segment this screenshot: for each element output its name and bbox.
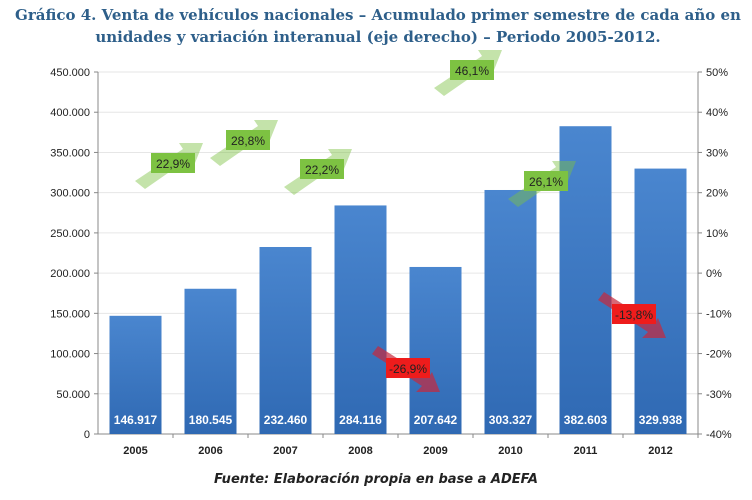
bar-2009: [409, 266, 462, 434]
data-label: 207.642: [414, 413, 458, 427]
y2-tick-label: -30%: [706, 389, 732, 401]
y2-tick-label: 20%: [706, 188, 728, 200]
variation-label: -13,8%: [615, 308, 653, 322]
chart-title: Gráfico 4. Venta de vehículos nacionales…: [15, 6, 741, 46]
y-tick-label: 100.000: [50, 349, 90, 361]
data-label: 284.116: [339, 413, 382, 427]
bar-2006: [184, 288, 237, 434]
variation-annotation-2011: 26,1%: [508, 161, 576, 207]
x-tick-label: 2007: [273, 445, 297, 457]
y-tick-label: 200.000: [50, 268, 90, 280]
x-tick-label: 2008: [348, 445, 372, 457]
bar-2012: [634, 168, 687, 435]
y-tick-label: 300.000: [50, 188, 90, 200]
bar-2011: [559, 126, 612, 435]
data-label: 303.327: [489, 413, 533, 427]
variation-label: 28,8%: [231, 134, 265, 148]
bar-2007: [259, 246, 312, 434]
y-tick-label: 150.000: [50, 308, 90, 320]
x-tick-label: 2010: [498, 445, 522, 457]
y-tick-label: 250.000: [50, 228, 90, 240]
y2-tick-label: 50%: [706, 67, 728, 79]
data-label: 146.917: [114, 413, 158, 427]
variation-annotation-2007: 28,8%: [210, 120, 278, 166]
y2-tick-label: -20%: [706, 349, 732, 361]
variation-label: 46,1%: [455, 64, 489, 78]
variation-annotation-2008: 22,2%: [284, 149, 352, 195]
x-tick-label: 2005: [123, 445, 147, 457]
y2-tick-label: 40%: [706, 107, 728, 119]
bar-2005: [109, 315, 162, 434]
variation-label: 22,9%: [156, 157, 190, 171]
bar-2008: [334, 205, 387, 434]
x-tick-label: 2012: [648, 445, 672, 457]
variation-label: -26,9%: [389, 362, 427, 376]
variation-annotation-2010: 46,1%: [434, 50, 502, 96]
data-label: 382.603: [564, 413, 608, 427]
x-tick-label: 2009: [423, 445, 447, 457]
data-label: 180.545: [189, 413, 233, 427]
variation-annotation-2012: -13,8%: [598, 292, 666, 338]
y-tick-label: 400.000: [50, 107, 90, 119]
data-label: 232.460: [264, 413, 308, 427]
chart-source: Fuente: Elaboración propia en base a ADE…: [214, 472, 538, 487]
y-tick-label: 350.000: [50, 147, 90, 159]
variation-label: 22,2%: [305, 163, 339, 177]
bar-2010: [484, 189, 537, 434]
y-tick-label: 450.000: [50, 67, 90, 79]
y2-tick-label: 0%: [706, 268, 722, 280]
variation-annotation-2009: -26,9%: [372, 346, 440, 392]
variation-annotation-2006: 22,9%: [135, 143, 203, 189]
y-tick-label: 50.000: [56, 389, 90, 401]
y2-tick-label: 30%: [706, 147, 728, 159]
x-tick-label: 2006: [198, 445, 222, 457]
y2-tick-label: -10%: [706, 308, 732, 320]
y2-tick-label: -40%: [706, 429, 732, 441]
x-tick-label: 2011: [574, 445, 598, 457]
y2-tick-label: 10%: [706, 228, 728, 240]
data-label: 329.938: [639, 413, 683, 427]
variation-label: 26,1%: [529, 175, 563, 189]
y-tick-label: 0: [84, 429, 90, 441]
